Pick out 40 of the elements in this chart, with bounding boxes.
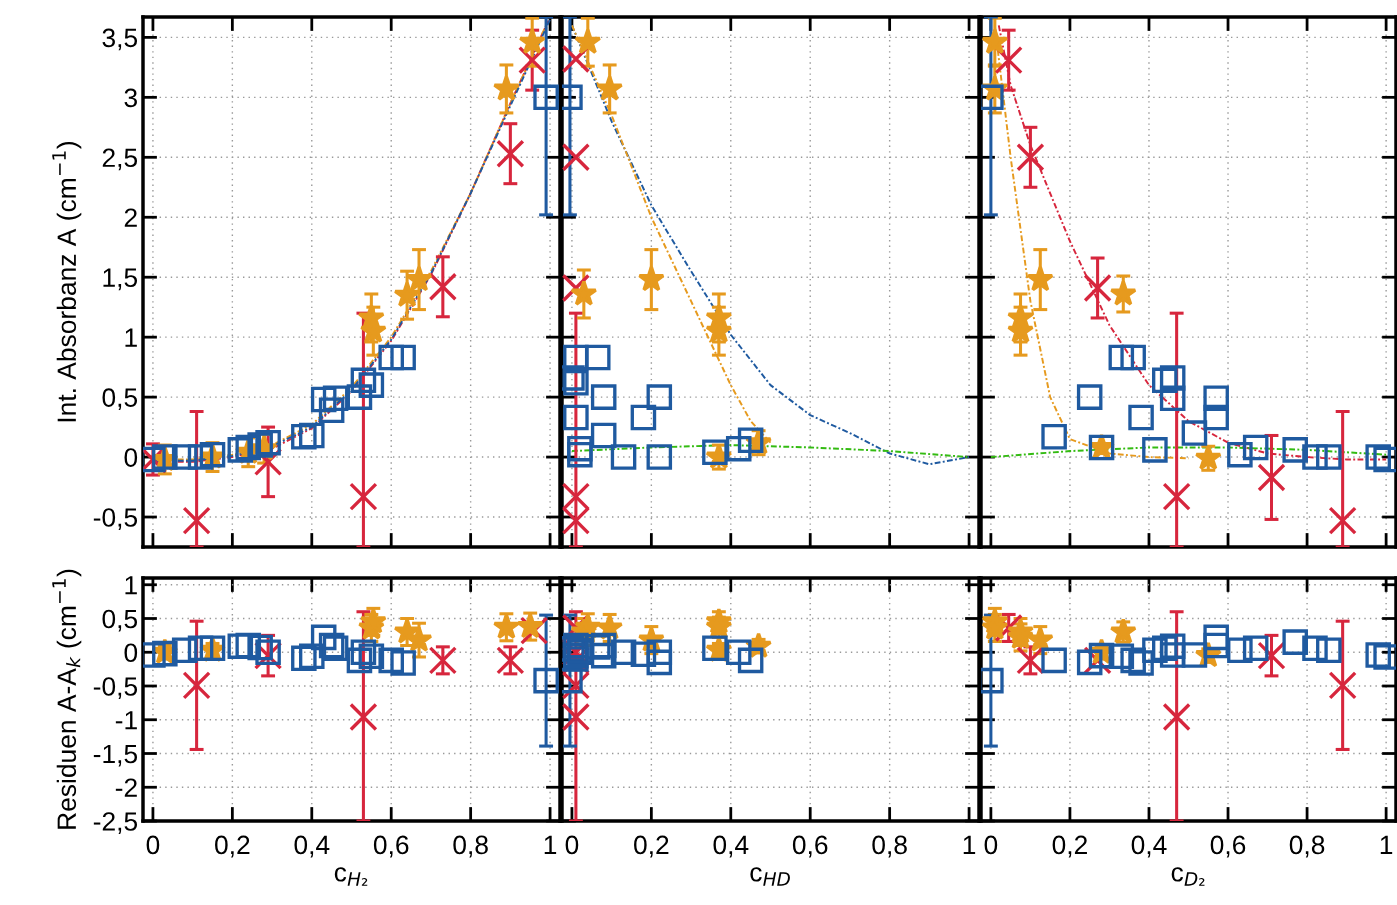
x-tick-label: 0,8 [453, 835, 488, 858]
x-tick-label: 0 [565, 835, 579, 855]
y-tick-label: -2 [115, 778, 137, 797]
x-tick-label: 1 [544, 835, 557, 855]
x-tick-label: 0,8 [1289, 835, 1325, 858]
x-tick-label: 0,4 [294, 835, 330, 858]
y-tick-label: 0 [124, 643, 138, 663]
x-tick-label: 0 [984, 835, 998, 855]
x-tick-label: 0,4 [713, 835, 749, 858]
y-axis-title: Residuen A-A$_{k}$ (cm$^{−1}$) [52, 569, 82, 829]
x-tick-label: 0,6 [373, 835, 409, 858]
y-tick-label: 2 [124, 208, 137, 227]
y-tick-label: 0 [124, 448, 138, 467]
x-tick-label: 0 [146, 835, 160, 855]
x-axis-title: c$_{HD}$ [750, 867, 790, 886]
x-tick-label: 0,8 [872, 835, 907, 858]
x-tick-label: 0,6 [1210, 835, 1246, 858]
y-tick-label: -1,5 [93, 744, 138, 767]
x-axis-title: c$_{H₂}$ [334, 867, 368, 886]
x-tick-label: 1 [963, 835, 976, 855]
x-axis-title: c$_{D₂}$ [1171, 867, 1205, 886]
y-tick-label: 2,5 [102, 148, 138, 171]
y-tick-label: -2,5 [93, 812, 138, 834]
y-tick-label: 1 [125, 328, 137, 347]
y-tick-label: 0,5 [102, 388, 138, 411]
y-tick-label: 1 [125, 576, 137, 595]
y-tick-label: 1,5 [103, 268, 138, 291]
y-tick-label: 3 [124, 88, 137, 108]
x-tick-label: 0,2 [215, 835, 250, 858]
y-tick-label: 0,5 [102, 609, 138, 632]
y-tick-label: 3,5 [102, 28, 138, 51]
x-tick-label: 0,2 [1052, 835, 1087, 858]
x-tick-label: 0,2 [634, 835, 669, 858]
x-tick-label: 0,6 [792, 835, 828, 858]
y-tick-label: -0,5 [93, 508, 138, 530]
x-tick-label: 0,4 [1131, 835, 1167, 858]
y-tick-label: -1 [115, 711, 137, 730]
y-axis-title: Int. Absorbanz A (cm$^{−1}$) [52, 141, 82, 422]
x-tick-label: 1 [1380, 835, 1393, 855]
y-tick-label: -0,5 [93, 677, 138, 699]
